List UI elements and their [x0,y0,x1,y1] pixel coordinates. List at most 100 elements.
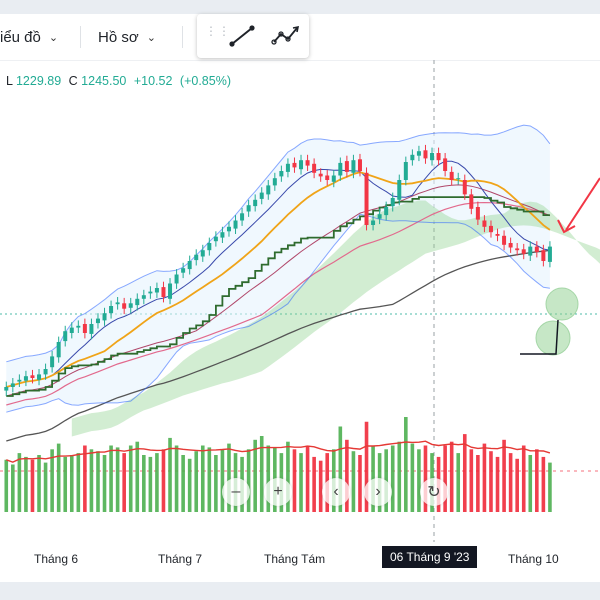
candle-body [148,291,153,294]
templates-dropdown[interactable]: Hồ sơ ⌄ [98,24,156,50]
fast-ma-line [6,160,550,388]
scroll-left-icon[interactable]: ‹ [322,478,350,506]
candle-body [325,175,330,180]
price-chart-canvas[interactable] [0,60,600,542]
candle-body [30,375,35,378]
volume-bar [521,445,526,512]
close-value: 1245.50 [81,74,127,88]
ohlc-legend: L 1229.89 C 1245.50 +10.52 (+0.85%) [6,74,235,88]
candle-body [344,161,349,172]
volume-bar [246,449,251,512]
annotation-arrow-head [557,219,576,234]
candle-body [423,150,428,159]
candle-body [541,250,546,261]
volume-bar [423,445,428,512]
volume-bar [259,436,264,512]
volume-bar [351,451,356,512]
top-strip [0,0,600,14]
volume-bar [220,449,225,512]
candle-body [299,160,304,170]
volume-bar [548,462,552,512]
candle-body [384,207,389,216]
volume-bar [43,462,48,512]
volume-bar [187,458,192,512]
volume-bar [535,449,539,512]
reset-icon[interactable]: ↻ [420,478,448,506]
time-axis[interactable]: Tháng 6 Tháng 7 Tháng Tám 06 Tháng 9 '23… [0,542,600,582]
candle-body [154,288,159,293]
volume-bar [456,453,461,512]
path-icon[interactable] [271,22,301,50]
candle-body [43,369,48,375]
volume-bar [338,426,343,512]
candle-body [403,162,408,180]
templates-label: Hồ sơ [98,28,139,46]
crosshair-time-label: 06 Tháng 9 '23 [382,546,478,568]
candle-body [436,153,441,161]
volume-bar [449,441,454,512]
zoom-out-icon[interactable]: – [222,478,250,506]
trend-line-icon[interactable] [227,22,257,50]
kijun-line [6,196,550,397]
scroll-right-icon[interactable]: › [364,478,392,506]
change-percent: (+0.85%) [179,74,231,88]
volume-bar [502,439,506,512]
candle-body [469,194,474,209]
candle-body [259,192,264,199]
chart-type-dropdown[interactable]: iểu đồ ⌄ [0,24,58,50]
volume-bar [115,447,120,512]
candle-body [213,236,218,242]
volume-bar [4,459,9,512]
volume-bar [286,441,290,512]
candle-body [95,318,100,324]
zoom-in-icon[interactable]: + [264,478,292,506]
time-label: Tháng 6 [34,552,79,566]
candle-body [187,261,192,270]
candle-body [174,274,179,284]
candle-body [475,207,480,220]
volume-bar [482,443,487,512]
volume-bar [89,449,94,512]
candle-body [4,387,9,391]
candle-body [17,379,22,382]
candle-body [488,225,493,233]
time-label: Tháng 7 [158,552,203,566]
volume-bar [417,449,421,512]
candle-body [390,198,395,207]
candle-body [240,213,245,221]
volume-bar [528,455,533,512]
volume-bar [266,445,271,512]
candle-body [338,162,343,176]
chart-type-label: iểu đồ [0,28,41,46]
volume-bar [168,437,172,512]
candle-body [462,180,467,195]
candle-body [115,302,120,305]
candle-body [430,153,435,161]
maroon-ma-line [6,184,551,397]
toolbar-divider [80,26,81,48]
volume-bar [174,445,179,512]
candle-body [181,268,186,273]
volume-bar [17,453,22,512]
volume-bar [410,443,415,512]
candle-body [547,246,552,262]
bollinger-lower [6,213,550,413]
volume-bar [443,445,447,512]
bollinger-upper [6,124,551,363]
volume-bar [214,455,218,512]
candle-body [246,205,251,212]
volume-bar [227,443,231,512]
candle-body [279,171,284,177]
candle-body [226,226,231,232]
candle-body [109,306,114,314]
candle-body [50,356,55,368]
volume-bar [508,453,513,512]
close-label: C [68,74,78,88]
volume-bar [312,456,316,512]
volume-bar [30,459,35,512]
drag-handle-icon[interactable]: ⋮⋮ [205,24,231,38]
volume-bar [541,456,546,512]
candle-body [357,159,362,171]
volume-bar [50,449,54,512]
chevron-down-icon: ⌄ [146,31,156,44]
